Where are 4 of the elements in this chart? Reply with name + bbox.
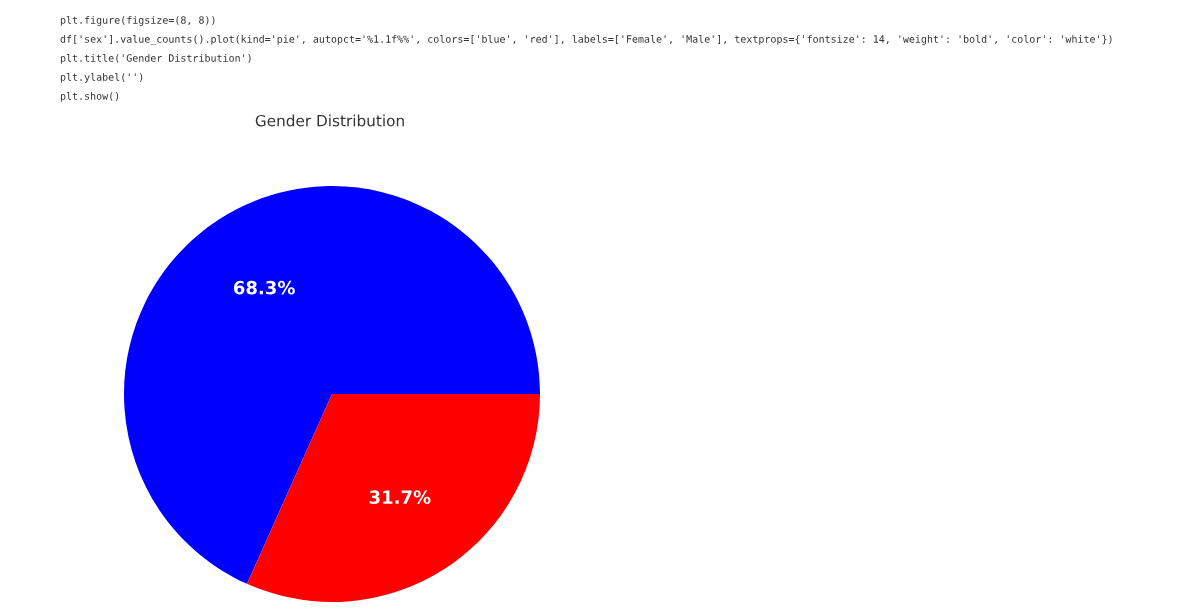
- pie-slice: [247, 394, 540, 602]
- data-label: 68.3%: [233, 280, 295, 295]
- data-label: 31.7%: [369, 490, 431, 504]
- pie-slice: [124, 186, 540, 584]
